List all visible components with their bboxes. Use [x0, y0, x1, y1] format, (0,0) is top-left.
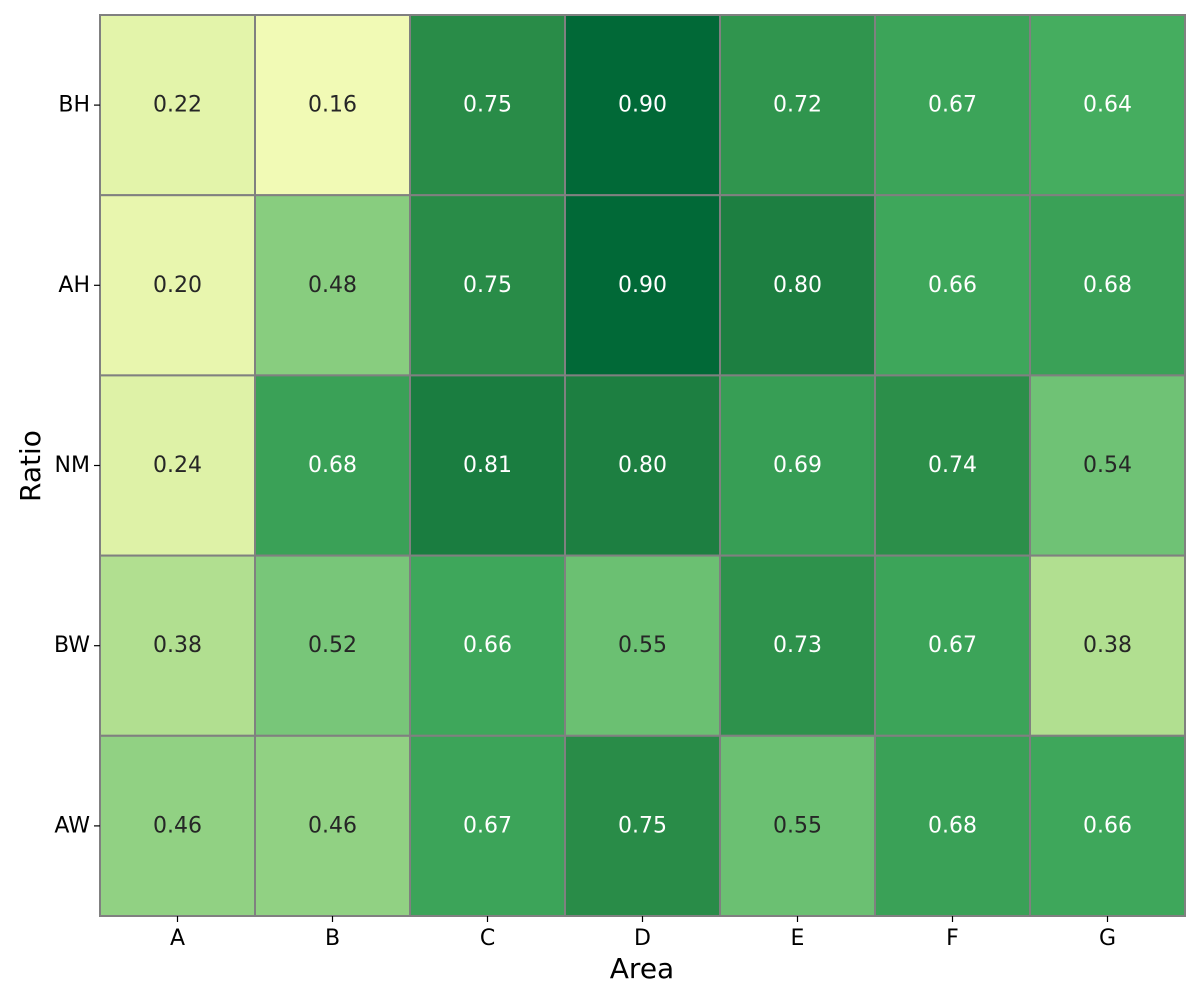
heatmap-cell-BW-D [564, 554, 721, 737]
heatmap-cell-BW-A [99, 554, 256, 737]
heatmap-cell-BH-D [564, 14, 721, 197]
heatmap-cell-BW-F [874, 554, 1031, 737]
cell-value-AH-C: 0.75 [463, 273, 512, 298]
heatmap-cell-AW-C [409, 734, 566, 917]
y-tick-label-BH: BH [58, 93, 90, 118]
y-axis-title: Ratio [14, 430, 47, 502]
cell-value-AH-F: 0.66 [928, 273, 977, 298]
cell-value-AH-D: 0.90 [618, 273, 667, 298]
heatmap-cell-AH-F [874, 194, 1031, 377]
x-tick-label-A: A [170, 926, 185, 951]
x-tick-label-G: G [1099, 926, 1116, 951]
cell-value-BW-D: 0.55 [618, 633, 667, 658]
y-tick-label-AH: AH [58, 273, 90, 298]
heatmap-cell-BH-B [254, 14, 411, 197]
cell-value-BH-G: 0.64 [1083, 93, 1132, 118]
cell-value-NM-B: 0.68 [308, 453, 357, 478]
cell-value-NM-F: 0.74 [928, 453, 977, 478]
cell-value-AW-D: 0.75 [618, 813, 667, 838]
cells-layer [99, 14, 1186, 917]
cell-value-BW-C: 0.66 [463, 633, 512, 658]
heatmap-cell-BH-F [874, 14, 1031, 197]
x-tick-label-D: D [634, 926, 651, 951]
heatmap-cell-NM-E [719, 374, 876, 557]
cell-labels-layer: 0.22 0.16 0.75 0.90 0.72 0.67 0.64 0.20 0.48 0.75… [153, 93, 1132, 839]
heatmap-cell-NM-D [564, 374, 721, 557]
cell-value-AH-A: 0.20 [153, 273, 202, 298]
heatmap-cell-AH-E [719, 194, 876, 377]
heatmap-cell-NM-F [874, 374, 1031, 557]
cell-value-BW-A: 0.38 [153, 633, 202, 658]
x-tick-label-C: C [480, 926, 495, 951]
cell-value-BH-D: 0.90 [618, 93, 667, 118]
heatmap-cell-AH-C [409, 194, 566, 377]
cell-value-NM-G: 0.54 [1083, 453, 1132, 478]
heatmap-cell-BH-E [719, 14, 876, 197]
cell-value-AW-E: 0.55 [773, 813, 822, 838]
cell-value-AH-B: 0.48 [308, 273, 357, 298]
cell-value-AW-A: 0.46 [153, 813, 202, 838]
heatmap-cell-NM-G [1029, 374, 1186, 557]
y-tick-label-AW: AW [54, 813, 90, 838]
heatmap-cell-BH-C [409, 14, 566, 197]
heatmap-cell-AW-G [1029, 734, 1186, 917]
cell-value-NM-C: 0.81 [463, 453, 512, 478]
cell-value-BH-C: 0.75 [463, 93, 512, 118]
cell-value-BH-E: 0.72 [773, 93, 822, 118]
heatmap-cell-NM-B [254, 374, 411, 557]
x-axis-title: Area [610, 952, 674, 985]
cell-value-AH-G: 0.68 [1083, 273, 1132, 298]
x-axis-ticks: A B C D E F G [170, 916, 1116, 951]
x-tick-label-E: E [791, 926, 805, 951]
cell-value-BW-E: 0.73 [773, 633, 822, 658]
heatmap-cell-BW-B [254, 554, 411, 737]
y-tick-label-BW: BW [54, 633, 90, 658]
cell-value-AW-F: 0.68 [928, 813, 977, 838]
cell-value-BW-F: 0.67 [928, 633, 977, 658]
cell-value-AW-G: 0.66 [1083, 813, 1132, 838]
cell-value-BH-A: 0.22 [153, 93, 202, 118]
cell-value-BH-F: 0.67 [928, 93, 977, 118]
cell-value-NM-A: 0.24 [153, 453, 202, 478]
y-tick-label-NM: NM [55, 453, 90, 478]
cell-value-AW-C: 0.67 [463, 813, 512, 838]
heatmap-cell-AH-G [1029, 194, 1186, 377]
cell-value-NM-D: 0.80 [618, 453, 667, 478]
heatmap-cell-AW-A [99, 734, 256, 917]
heatmap-cell-BH-A [99, 14, 256, 197]
x-tick-label-B: B [325, 926, 340, 951]
cell-value-BW-B: 0.52 [308, 633, 357, 658]
cell-value-AW-B: 0.46 [308, 813, 357, 838]
cell-value-BH-B: 0.16 [308, 93, 357, 118]
cell-value-NM-E: 0.69 [773, 453, 822, 478]
heatmap-cell-BW-G [1029, 554, 1186, 737]
cell-value-AH-E: 0.80 [773, 273, 822, 298]
heatmap-cell-NM-C [409, 374, 566, 557]
y-axis-ticks: BH AH NM BW AW [54, 93, 100, 838]
x-tick-label-F: F [946, 926, 959, 951]
cell-value-BW-G: 0.38 [1083, 633, 1132, 658]
